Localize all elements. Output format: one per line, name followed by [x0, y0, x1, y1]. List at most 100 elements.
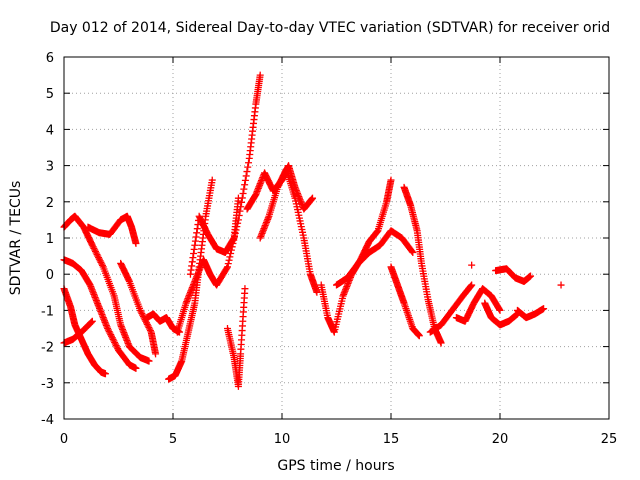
data-point [113, 343, 121, 351]
x-axis-label: GPS time / hours [277, 458, 394, 474]
data-point [111, 338, 119, 346]
series-track-21 [481, 299, 521, 329]
data-point [143, 320, 151, 328]
data-point [97, 258, 105, 266]
data-point [138, 310, 146, 318]
data-point [88, 317, 96, 325]
data-point [241, 176, 249, 184]
data-point [241, 181, 249, 189]
series-track-22 [492, 265, 535, 285]
plot-frame [63, 56, 610, 420]
series-track-04 [60, 317, 96, 347]
data-point [468, 261, 476, 269]
data-point [132, 364, 140, 372]
data-point [137, 308, 145, 316]
series-track-15 [333, 227, 417, 289]
y-tick-label: 4 [46, 123, 54, 138]
data-point [387, 176, 395, 184]
series-track-20 [468, 261, 476, 269]
data-point [111, 340, 119, 348]
tick-layer: 0 5 10 15 20 25 -4 -3 -2 -1 0 1 2 3 4 5 6 [41, 51, 617, 447]
data-point [226, 253, 234, 261]
series-track-13 [256, 165, 321, 296]
data-point [136, 306, 144, 314]
data-point [95, 254, 103, 262]
x-tick-label: 0 [60, 432, 68, 447]
series-track-08 [165, 176, 216, 383]
data-point [105, 328, 113, 336]
series-track-02 [60, 256, 140, 372]
chart-title: Day 012 of 2014, Sidereal Day-to-day VTE… [50, 20, 610, 36]
data-point [108, 334, 116, 342]
data-point [152, 350, 160, 358]
data-point [142, 317, 150, 325]
data-point [239, 190, 247, 198]
data-point [309, 194, 317, 202]
series-track-24 [557, 281, 565, 289]
x-tick-label: 5 [169, 432, 177, 447]
data-point [145, 323, 153, 331]
data-point [241, 285, 249, 293]
data-point [96, 257, 104, 265]
data-point [90, 244, 98, 252]
data-point [104, 326, 112, 334]
data-point [496, 306, 504, 314]
data-point [109, 335, 117, 343]
data-point [88, 318, 96, 326]
data-point [256, 71, 264, 79]
y-tick-label: -4 [41, 413, 54, 428]
x-tick-label: 20 [492, 432, 509, 447]
data-point [132, 239, 140, 247]
y-tick-label: 6 [46, 51, 54, 66]
x-tick-label: 25 [601, 432, 618, 447]
data-point [527, 272, 535, 280]
y-tick-label: 3 [46, 160, 54, 175]
data-point [224, 260, 232, 268]
data-point [240, 185, 248, 193]
data-point [540, 305, 548, 313]
series-track-18 [426, 281, 476, 336]
x-tick-label: 10 [274, 432, 291, 447]
series-track-06 [117, 259, 160, 358]
data-point [93, 251, 101, 259]
data-point [225, 256, 233, 264]
data-point [145, 357, 153, 365]
data-point [91, 246, 99, 254]
data-point [437, 339, 445, 347]
data-point [415, 332, 423, 340]
data-points [60, 71, 565, 390]
data-point [104, 325, 112, 332]
data-point [408, 247, 416, 255]
data-point [91, 247, 99, 255]
data-point [144, 322, 152, 330]
data-point [224, 263, 231, 271]
series-track-16 [400, 183, 445, 347]
data-point [146, 325, 154, 333]
series-track-17 [387, 263, 423, 340]
series-track-14 [317, 176, 395, 336]
data-point [242, 172, 250, 180]
series-track-05 [84, 212, 140, 247]
data-point [409, 248, 417, 256]
data-point [208, 176, 216, 184]
data-point [101, 370, 109, 378]
series-track-19 [452, 285, 504, 325]
x-tick-label: 15 [383, 432, 400, 447]
y-tick-label: 0 [46, 268, 54, 283]
data-point [98, 260, 106, 268]
series-track-23 [513, 305, 548, 322]
data-point [139, 311, 147, 319]
data-point [107, 332, 115, 340]
data-point [557, 281, 565, 289]
data-point [106, 329, 114, 337]
data-point [94, 252, 102, 260]
y-tick-label: 5 [46, 87, 54, 102]
data-point [244, 163, 252, 171]
y-axis-label: SDTVAR / TECUs [8, 181, 24, 296]
data-point [95, 255, 103, 263]
y-tick-label: -1 [41, 304, 54, 319]
data-point [243, 168, 251, 176]
data-point [468, 281, 476, 289]
data-point [112, 342, 120, 350]
